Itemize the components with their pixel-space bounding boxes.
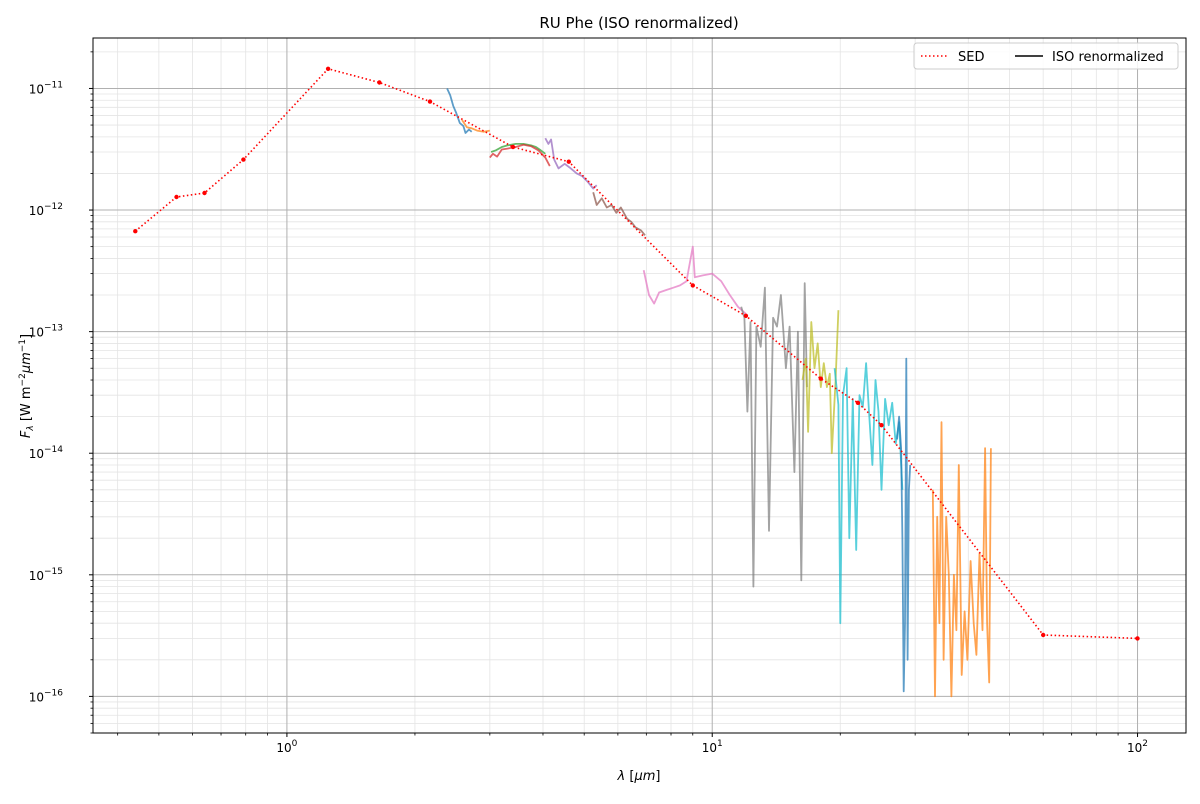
iso-segment-2 — [461, 119, 490, 133]
sed-point — [1041, 632, 1046, 638]
plot-frame — [92, 37, 1187, 734]
y-tick-label: 10−14 — [29, 445, 64, 461]
sed-point — [566, 159, 571, 164]
sed-point — [510, 144, 516, 150]
y-tick-label: 10−11 — [29, 80, 63, 96]
sed-point — [743, 313, 749, 318]
legend-box — [913, 42, 1179, 70]
sed-point — [325, 66, 331, 72]
y-tick-label: 10−15 — [29, 567, 63, 583]
sed-point — [855, 400, 861, 405]
sed-point — [202, 190, 207, 196]
sed-point — [174, 194, 179, 200]
sed-point — [427, 99, 433, 104]
iso-segment-9 — [801, 310, 840, 455]
iso-segment-7 — [642, 245, 747, 315]
sed-point — [241, 157, 246, 162]
iso-segment-11 — [896, 357, 912, 693]
legend-sed-label: SED — [958, 50, 984, 65]
sed-point — [818, 376, 823, 381]
x-tick-label: 102 — [1127, 739, 1148, 755]
chart-title: RU Phe (ISO renormalized) — [539, 14, 738, 32]
sed-point — [1135, 636, 1140, 641]
iso-segment-4 — [489, 143, 551, 167]
legend-iso-label: ISO renormalized — [1052, 50, 1164, 65]
legend: SED ISO renormalized — [913, 42, 1179, 70]
x-tick-label: 100 — [276, 739, 297, 755]
iso-segment-10 — [833, 362, 904, 625]
iso-segment-1 — [446, 88, 473, 134]
iso-segment-5 — [544, 137, 598, 190]
iso-segment-6 — [592, 192, 646, 236]
iso-series-layer — [446, 88, 992, 698]
y-axis-ticks: 10−16 10−15 10−14 10−13 10−12 10−11 — [29, 51, 93, 734]
grid-major — [93, 38, 1186, 733]
sed-series-layer — [133, 66, 1140, 641]
x-axis-label: λ [μm] — [617, 769, 661, 784]
y-tick-label: 10−16 — [29, 688, 64, 704]
x-tick-label: 101 — [702, 739, 723, 755]
iso-segment-8 — [740, 282, 808, 588]
y-tick-label: 10−13 — [29, 324, 63, 340]
y-tick-label: 10−12 — [29, 202, 63, 218]
sed-point — [377, 80, 382, 85]
sed-point — [879, 423, 884, 428]
sed-point — [690, 283, 695, 288]
x-axis-ticks: 100 101 102 — [117, 733, 1148, 755]
y-axis-label: Fλ [W m−2μm−1] — [18, 334, 36, 438]
sed-point — [133, 229, 138, 234]
iso-segment-12 — [931, 421, 992, 698]
iso-segment-3 — [490, 142, 546, 155]
